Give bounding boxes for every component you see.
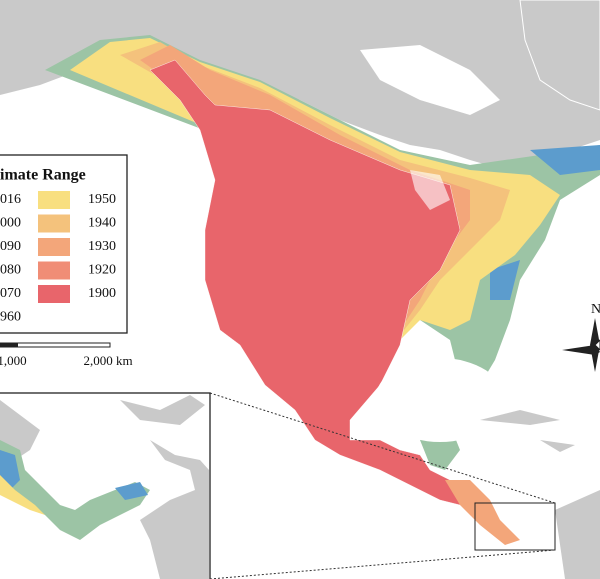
legend-items: 016 000 090 080 070 960 1950 1940 1930 1920 1900 xyxy=(0,191,116,325)
greenland xyxy=(519,0,600,111)
legend-label: 000 xyxy=(0,216,21,231)
legend-label: 1950 xyxy=(88,192,116,207)
hudson-bay xyxy=(360,45,500,115)
scale-bar-segment xyxy=(0,343,18,347)
central-america xyxy=(445,480,520,545)
legend-label: 070 xyxy=(0,286,21,301)
zoom-line xyxy=(209,392,556,504)
range-1900 xyxy=(149,59,471,506)
scale-label: 2,000 km xyxy=(83,353,132,368)
zoom-line xyxy=(209,549,556,579)
legend-swatch xyxy=(38,285,70,303)
inset xyxy=(0,392,211,579)
legend-label: 016 xyxy=(0,192,21,207)
legend-title: imate Range xyxy=(0,167,86,184)
legend-label: 1900 xyxy=(88,286,116,301)
range-blue xyxy=(490,145,600,300)
south-america xyxy=(555,490,600,579)
north-label: N xyxy=(591,302,600,317)
zoom-box xyxy=(474,502,556,551)
legend-label: 960 xyxy=(0,310,21,325)
legend-label: 1940 xyxy=(88,216,116,231)
legend-swatch xyxy=(38,214,70,233)
great-lakes xyxy=(410,170,450,210)
islands xyxy=(480,410,575,452)
legend-label: 080 xyxy=(0,263,21,278)
legend-swatch xyxy=(38,238,70,256)
legend-label: 090 xyxy=(0,239,21,254)
gulf-of-mexico xyxy=(375,358,505,442)
north-arrow: N xyxy=(562,302,600,372)
legend-swatch xyxy=(38,261,70,280)
legend-swatch xyxy=(38,191,70,209)
scale-label: 1,000 xyxy=(0,353,27,368)
legend-label: 1930 xyxy=(88,239,116,254)
scale-bar xyxy=(0,342,111,348)
legend-label: 1920 xyxy=(88,263,116,278)
